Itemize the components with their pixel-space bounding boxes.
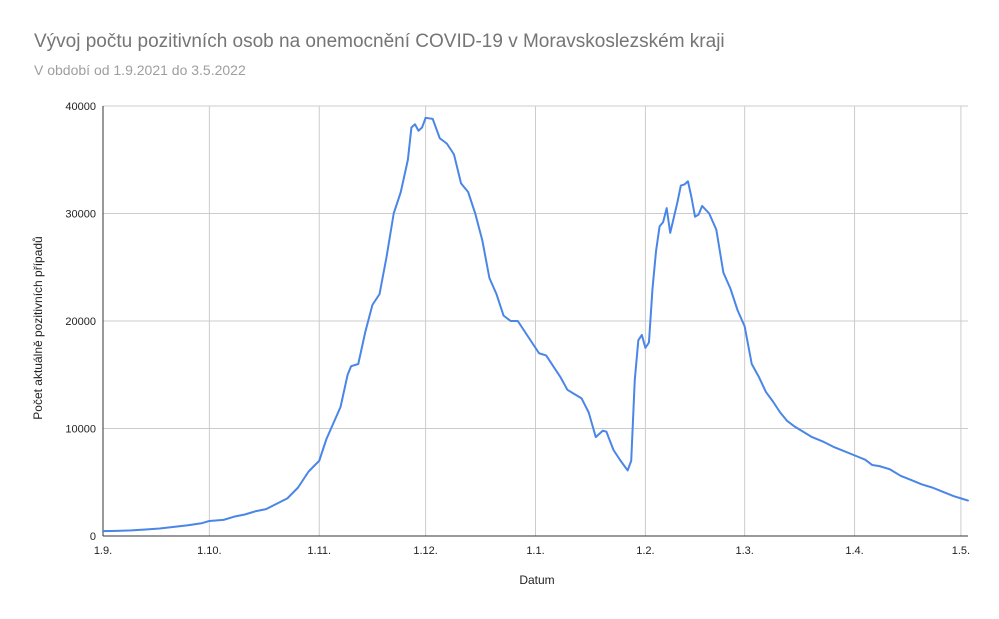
y-tick-label: 10000 — [65, 424, 96, 436]
y-tick-label: 20000 — [65, 316, 96, 328]
x-tick-label: 1.9. — [94, 545, 112, 557]
y-tick-label: 30000 — [65, 209, 96, 221]
x-tick-label: 1.3. — [735, 545, 753, 557]
y-tick-label: 40000 — [65, 101, 96, 113]
x-tick-label: 1.1. — [526, 545, 544, 557]
chart-title: Vývoj počtu pozitivních osob na onemocně… — [34, 31, 725, 52]
x-axis-title: Datum — [519, 573, 554, 587]
x-tick-label: 1.2. — [636, 545, 654, 557]
x-tick-label: 1.5. — [952, 545, 970, 557]
tick-labels: 0 10000 20000 30000 40000 1.9. 1.10. 1.11. 1.12.… — [65, 101, 970, 557]
y-axis-title: Počet aktuálně pozitivních případů — [31, 236, 45, 419]
x-tick-label: 1.4. — [845, 545, 863, 557]
axes — [102, 106, 968, 537]
x-tick-label: 1.10. — [197, 545, 221, 557]
series-line — [102, 116, 969, 533]
grid — [102, 105, 968, 536]
x-tick-label: 1.11. — [307, 545, 331, 557]
series-layer — [102, 116, 969, 533]
x-tick-label: 1.12. — [413, 545, 437, 557]
chart-subtitle: V období od 1.9.2021 do 3.5.2022 — [34, 62, 246, 78]
y-tick-label: 0 — [90, 531, 96, 543]
